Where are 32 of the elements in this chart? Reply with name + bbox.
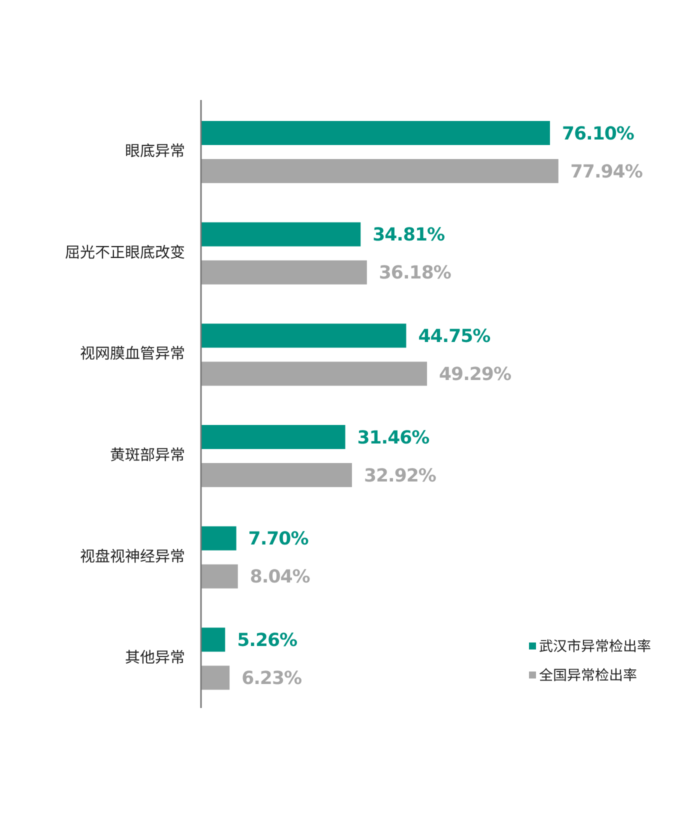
data-label: 34.81% (372, 224, 446, 246)
y-tick-label: 屈光不正眼底改变 (64, 241, 185, 262)
y-tick-label: 眼底异常 (124, 140, 185, 161)
data-label: 32.92% (364, 465, 436, 486)
data-label: 76.10% (562, 123, 634, 144)
y-tick-label: 其他异常 (124, 646, 185, 668)
data-label: 6.23% (242, 668, 302, 690)
bar (201, 463, 352, 488)
y-tick-label: 黄斑部异常 (110, 444, 185, 465)
bar (201, 120, 550, 146)
data-label: 77.94% (570, 161, 643, 182)
data-label: 44.75% (418, 326, 491, 347)
data-label: 31.46% (357, 427, 430, 448)
bar (201, 222, 361, 246)
bar (201, 324, 406, 348)
data-label: 7.70% (248, 528, 309, 550)
bar (201, 159, 558, 184)
bar (201, 362, 428, 386)
bar (201, 564, 238, 588)
data-label: 5.26% (237, 630, 298, 651)
legend-label: 武汉市异常检出率 (539, 636, 651, 656)
legend-label: 全国异常检出率 (539, 664, 637, 685)
bar (201, 666, 230, 690)
bar (201, 526, 236, 550)
bar (201, 424, 346, 450)
data-label: 8.04% (250, 566, 310, 588)
y-tick-label: 视盘视神经异常 (80, 545, 185, 566)
data-label: 49.29% (439, 364, 512, 386)
bar (201, 628, 226, 652)
data-label: 36.18% (378, 262, 452, 284)
bar (201, 260, 367, 284)
y-tick-label: 视网膜血管异常 (80, 342, 185, 364)
